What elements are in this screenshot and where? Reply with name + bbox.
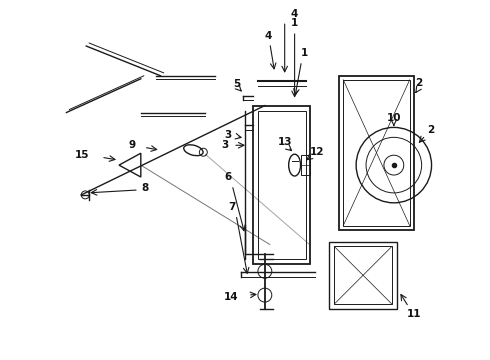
Text: 4: 4 [264,31,271,41]
Text: 3: 3 [224,130,232,140]
Text: 2: 2 [415,78,422,88]
Text: 1: 1 [291,18,298,28]
Text: 6: 6 [224,172,232,182]
Text: 7: 7 [228,202,236,212]
Text: 4: 4 [291,9,298,19]
Text: 14: 14 [223,292,238,302]
Text: 9: 9 [129,140,136,150]
Text: 12: 12 [310,147,325,157]
Text: 13: 13 [277,137,292,147]
Text: 5: 5 [233,79,241,89]
Text: 3: 3 [221,140,229,150]
Text: 1: 1 [301,48,308,58]
Text: 11: 11 [407,309,421,319]
Text: 8: 8 [142,183,149,193]
Text: 2: 2 [427,125,434,135]
Bar [329,242,397,309]
Bar [300,155,311,175]
Text: 15: 15 [74,150,89,160]
Bar [334,247,392,304]
Text: 10: 10 [387,113,401,123]
